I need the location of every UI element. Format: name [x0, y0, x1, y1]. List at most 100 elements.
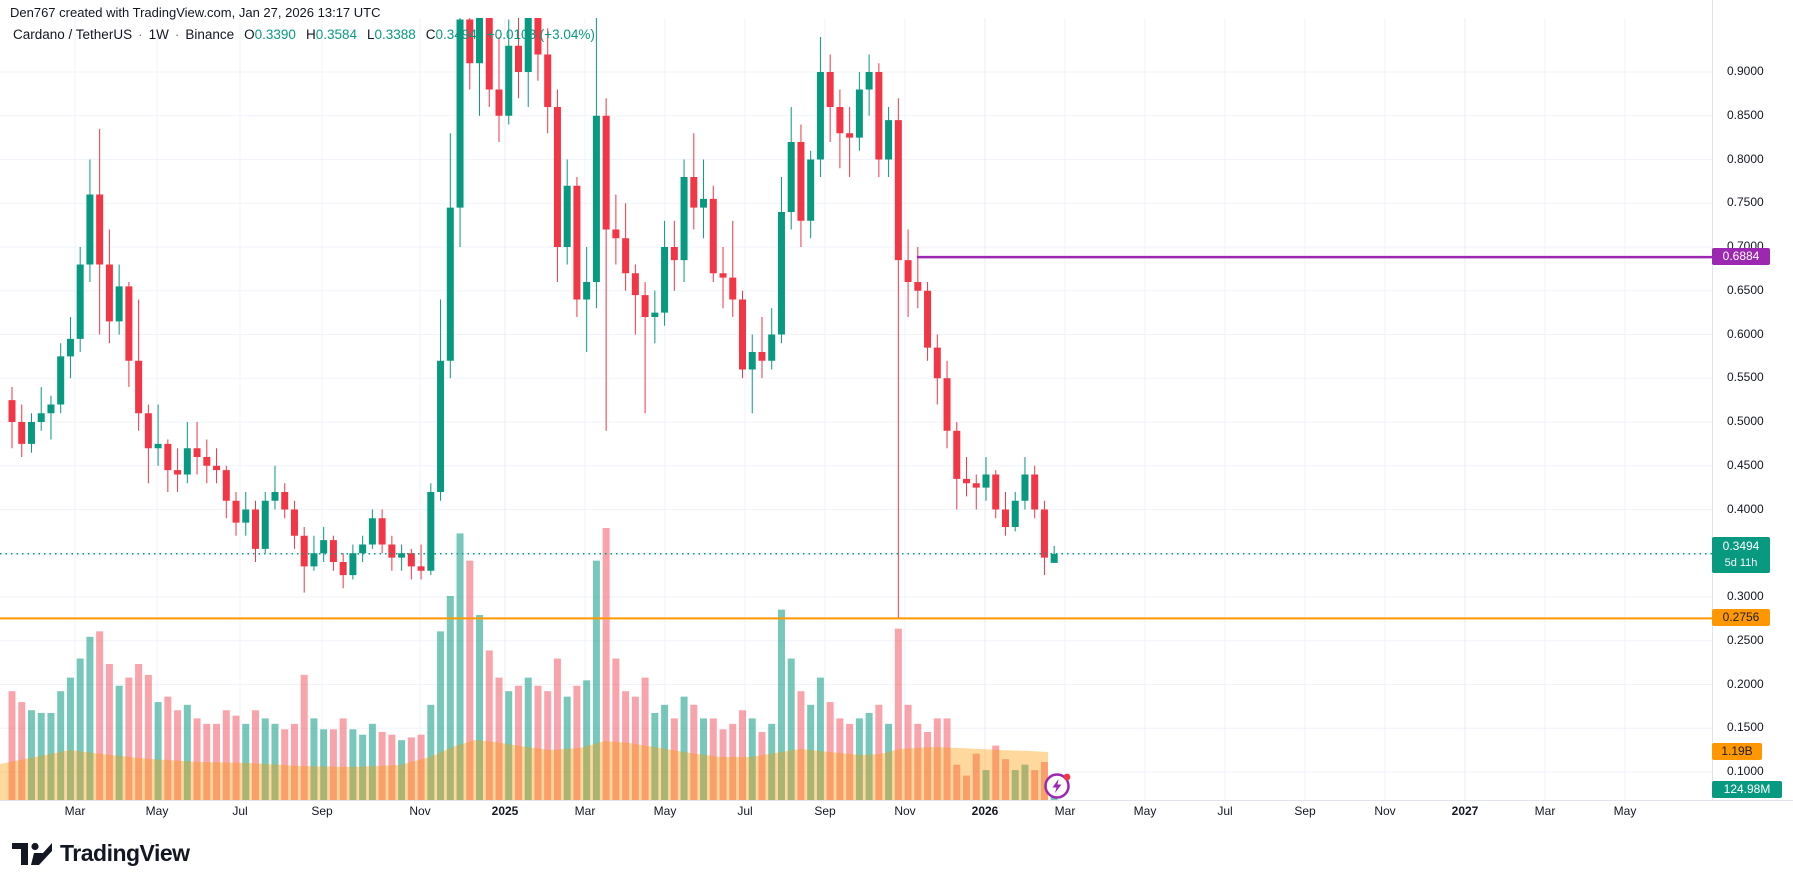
volume-bar: [768, 723, 776, 800]
volume-bar: [924, 732, 932, 800]
candle-body: [135, 360, 143, 414]
interval-label[interactable]: 1W: [148, 27, 169, 42]
volume-bar: [836, 718, 844, 800]
time-axis-label: 2026: [971, 804, 999, 818]
volume-bar: [193, 718, 201, 800]
volume-bar: [690, 704, 698, 800]
candle-body: [680, 177, 688, 261]
volume-bar: [368, 723, 376, 800]
volume-bar: [18, 702, 26, 800]
volume-bar: [271, 723, 279, 800]
volume-bar: [105, 664, 113, 800]
candle-body: [748, 352, 756, 370]
volume-bar: [329, 729, 337, 800]
candle-body: [8, 400, 16, 422]
exchange-label[interactable]: Binance: [185, 27, 235, 42]
candle-body: [777, 212, 785, 335]
low-label: L: [366, 27, 375, 42]
bar-countdown: 5d 11h: [1724, 557, 1758, 569]
price-axis[interactable]: [1712, 0, 1793, 800]
candle-body: [904, 260, 912, 282]
price-axis-label: 0.2000: [1727, 676, 1764, 691]
change-value: +0.0103 (+3.04%): [486, 27, 595, 42]
volume-bar: [1031, 770, 1039, 800]
candle-body: [534, 18, 542, 55]
volume-bar: [495, 677, 503, 800]
time-axis-label: Mar: [574, 804, 596, 818]
candle-body: [982, 474, 990, 488]
candle-body: [992, 474, 1000, 510]
candle-body: [213, 465, 221, 471]
volume-bar: [466, 560, 474, 800]
candle-body: [816, 72, 824, 160]
candle-body: [729, 277, 737, 300]
candle-body: [787, 142, 795, 212]
volume-bar: [953, 764, 961, 800]
volume-bar: [144, 674, 152, 800]
volume-bar: [485, 650, 493, 800]
candle-body: [1040, 509, 1048, 558]
volume-bar: [875, 704, 883, 800]
candle-body: [18, 422, 26, 444]
volume-bar: [320, 729, 328, 800]
chart-canvas[interactable]: [0, 0, 1712, 800]
time-axis-label: May: [145, 804, 169, 818]
candle-body: [875, 72, 883, 160]
candle-body: [417, 566, 425, 571]
price-axis-label: 0.2500: [1727, 632, 1764, 647]
volume-bar: [310, 718, 318, 800]
tradingview-logo-icon: [12, 842, 52, 865]
candle-body: [125, 286, 133, 361]
price-axis-label: 0.9000: [1727, 64, 1764, 78]
volume-bar: [37, 712, 45, 800]
volume-bar: [534, 685, 542, 800]
volume-ma-badge: 1.19B: [1712, 743, 1762, 760]
candle-body: [846, 133, 854, 138]
alert-lightning-button[interactable]: [1035, 764, 1079, 808]
candle-body: [894, 120, 902, 261]
volume-bar: [164, 696, 172, 800]
time-axis-label: May: [1613, 804, 1637, 818]
candle-body: [651, 312, 659, 317]
volume-bar: [1040, 761, 1048, 800]
volume-bar: [729, 723, 737, 800]
candle-series: [8, 18, 1058, 619]
candle-body: [378, 518, 386, 545]
candle-body: [826, 72, 834, 107]
tradingview-logo[interactable]: TradingView: [12, 840, 190, 867]
time-axis-label: 2027: [1451, 804, 1479, 818]
volume-bar: [290, 723, 298, 800]
chart-legend: Cardano / TetherUS · 1W · Binance O0.3390 H0.3…: [13, 27, 595, 42]
candle-body: [57, 356, 65, 405]
candle-body: [1050, 553, 1058, 563]
volume-bar: [446, 596, 454, 800]
time-axis[interactable]: [0, 800, 1793, 831]
volume-bar: [300, 674, 308, 800]
volume-bar: [826, 702, 834, 800]
volume-bar: [407, 737, 415, 800]
volume-bar: [359, 734, 367, 800]
volume-bar: [57, 691, 65, 800]
candle-body: [963, 478, 971, 484]
volume-bar: [135, 664, 143, 800]
candle-body: [242, 509, 250, 523]
watermark-attribution: Den767 created with TradingView.com, Jan…: [10, 5, 381, 20]
volume-bar: [573, 685, 581, 800]
volume-bar: [115, 685, 123, 800]
candle-body: [709, 198, 717, 274]
volume-bar: [339, 718, 347, 800]
candle-body: [261, 500, 269, 549]
volume-bar: [807, 704, 815, 800]
candle-body: [96, 194, 104, 265]
time-axis-label: Jul: [737, 804, 753, 818]
candle-body: [670, 247, 678, 261]
symbol-title[interactable]: Cardano / TetherUS: [13, 27, 133, 42]
volume-bar: [1021, 764, 1029, 800]
candle-body: [66, 338, 74, 357]
candle-body: [368, 518, 376, 545]
volume-bar: [417, 734, 425, 800]
volume-bar: [222, 710, 230, 800]
candle-body: [359, 544, 367, 554]
candle-body: [154, 443, 162, 449]
candle-body: [437, 360, 445, 492]
